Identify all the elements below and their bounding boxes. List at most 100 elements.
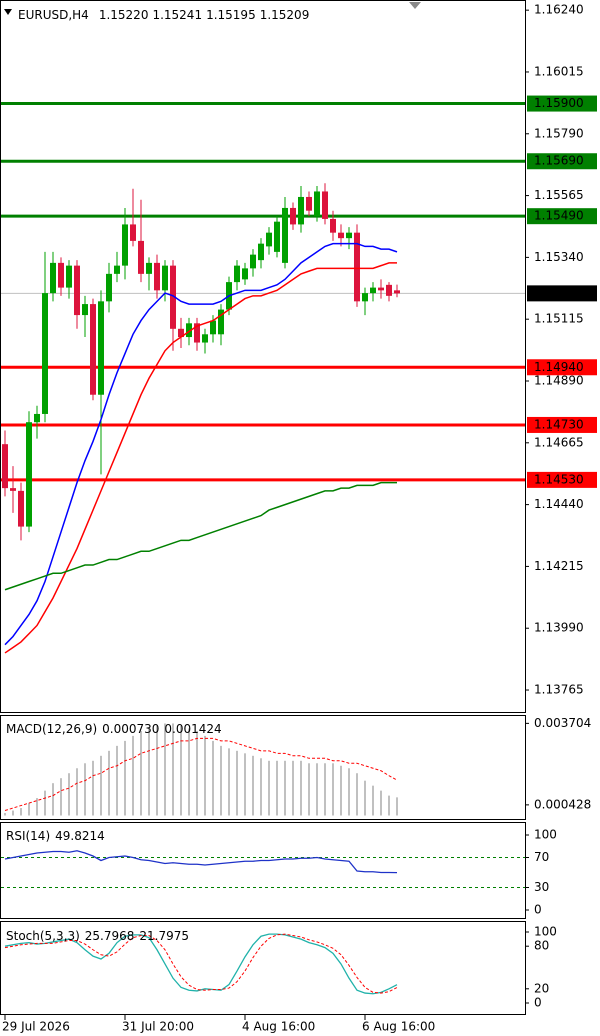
candle-body	[50, 262, 56, 294]
level-tag	[527, 416, 597, 433]
level-tag	[527, 208, 597, 225]
candle-body	[378, 287, 384, 291]
candle-body	[242, 268, 248, 280]
y-tick-label: 1.14215	[534, 559, 584, 573]
stoch-panel-frame	[0, 921, 526, 1015]
candle-body	[234, 265, 240, 283]
y-tick-label: 0	[534, 903, 542, 917]
candle-body	[74, 265, 80, 316]
y-tick-label: 0	[534, 996, 542, 1010]
moving-average	[4, 481, 397, 591]
y-tick-label: 1.14665	[534, 435, 584, 449]
y-tick-label: 1.15115	[534, 312, 584, 326]
candle-body	[386, 284, 392, 296]
candle-body	[114, 265, 120, 274]
level-tag-label: 1.15900	[534, 96, 584, 110]
y-tick-label: 0.003704	[534, 716, 591, 730]
level-tag-label: 1.14530	[534, 472, 584, 486]
indicator-title: Stoch(5,3,3)	[6, 929, 80, 943]
quote-value: 1.15241	[152, 8, 202, 22]
candle-body	[10, 488, 16, 491]
last-price-label: 1.15209	[534, 286, 584, 300]
indicator-title: RSI(14)	[6, 829, 50, 843]
indicator-readout: 21.7975	[139, 929, 189, 943]
y-tick-label: 1.14890	[534, 373, 584, 387]
y-tick-label: 100	[534, 828, 557, 842]
candle-body	[154, 262, 160, 291]
quote-value: 1.15195	[206, 8, 256, 22]
candle-body	[338, 232, 344, 239]
level-tag	[527, 95, 597, 112]
y-tick-label: 1.14440	[534, 497, 584, 511]
macd-signal	[4, 737, 398, 812]
candle-body	[282, 207, 288, 263]
candle-body	[202, 334, 208, 343]
candle-body	[346, 232, 352, 239]
candle-body	[66, 265, 72, 288]
candle-body	[2, 444, 8, 489]
y-tick-label: 0.000428	[534, 797, 591, 811]
y-tick-label: 30	[534, 880, 549, 894]
y-tick-label: 1.15790	[534, 126, 584, 140]
candle-body	[106, 273, 112, 302]
indicator-header: RSI(14) 49.8214	[6, 829, 105, 843]
candle-body	[146, 262, 152, 274]
y-tick-label: 1.13990	[534, 621, 584, 635]
shift-marker	[409, 2, 421, 9]
moving-average	[4, 262, 397, 654]
candle-body	[98, 301, 104, 395]
candle-body	[330, 218, 336, 233]
quote-value: 1.15220	[99, 8, 149, 22]
rsi-line	[4, 850, 398, 874]
stoch-line	[4, 933, 398, 994]
candle-body	[354, 232, 360, 302]
symbol-title: EURUSD,H4	[18, 8, 89, 22]
candle-body	[58, 262, 64, 288]
candle-body	[218, 309, 224, 335]
candle-body	[258, 243, 264, 261]
main-panel-frame	[0, 0, 526, 713]
indicator-readout: 0.000730	[102, 722, 159, 736]
collapse-arrow	[4, 9, 12, 15]
candle-body	[138, 240, 144, 274]
y-tick-label: 70	[534, 850, 549, 864]
y-tick-label: 1.15565	[534, 188, 584, 202]
indicator-title: MACD(12,26,9)	[6, 722, 97, 736]
candle-body	[250, 254, 256, 269]
last-price-tag	[527, 285, 597, 302]
candle-body	[394, 290, 400, 294]
x-tick-label: 31 Jul 20:00	[122, 1020, 194, 1034]
y-tick-label: 100	[534, 925, 557, 939]
candle-body	[314, 191, 320, 217]
candle-body	[42, 293, 48, 414]
indicator-header: Stoch(5,3,3) 25.7968 21.7975	[6, 929, 189, 943]
candle-body	[306, 196, 312, 211]
level-tag-label: 1.14940	[534, 360, 584, 374]
indicator-readout: 0.001424	[164, 722, 221, 736]
quote-value: 1.15209	[260, 8, 310, 22]
candle-body	[178, 328, 184, 338]
candle-body	[210, 320, 216, 335]
macd-panel-frame	[0, 715, 526, 820]
candle-body	[82, 304, 88, 316]
stoch-line	[4, 933, 398, 995]
symbol-header: EURUSD,H4 1.15220 1.15241 1.15195 1.15209	[18, 8, 309, 22]
candle-body	[266, 232, 272, 247]
candle-body	[26, 422, 32, 527]
y-tick-label: 80	[534, 939, 549, 953]
moving-average	[4, 242, 398, 646]
level-tag-label: 1.15690	[534, 154, 584, 168]
x-tick-label: 6 Aug 16:00	[362, 1020, 435, 1034]
candle-body	[370, 287, 376, 294]
candle-body	[90, 304, 96, 395]
rsi-panel-frame	[0, 822, 526, 919]
candle-body	[322, 191, 328, 219]
y-tick-label: 1.16240	[534, 3, 584, 17]
candle-body	[186, 323, 192, 338]
candle-body	[34, 413, 40, 423]
y-tick-label: 1.15340	[534, 250, 584, 264]
level-tag	[527, 359, 597, 376]
y-tick-label: 20	[534, 981, 549, 995]
